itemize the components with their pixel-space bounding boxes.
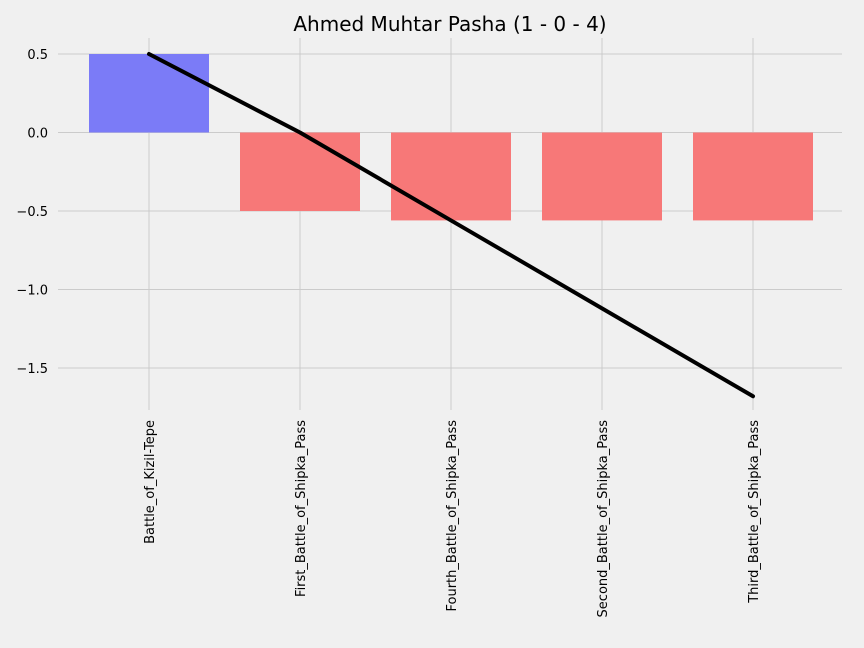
x-tick-label: First_Battle_of_Shipka_Pass (294, 420, 309, 597)
bar (693, 132, 813, 221)
x-tick-label: Battle_of_Kizil-Tepe (143, 420, 158, 544)
x-tick-label: Third_Battle_of_Shipka_Pass (747, 420, 762, 604)
bar-layer (89, 54, 813, 221)
bar (542, 132, 662, 221)
cumulative-line (147, 52, 755, 399)
y-tick-label: 0.5 (27, 48, 48, 63)
chart-title: Ahmed Muhtar Pasha (1 - 0 - 4) (293, 12, 606, 36)
y-tick-label: −1.0 (16, 284, 48, 299)
y-tick-label: 0.0 (27, 127, 48, 142)
bar (240, 132, 360, 211)
x-axis-ticks: Battle_of_Kizil-Tepe First_Battle_of_Ship… (143, 420, 762, 618)
bar (89, 54, 209, 133)
x-tick-label: Second_Battle_of_Shipka_Pass (596, 420, 611, 618)
y-axis-ticks: 0.5 0.0 −0.5 −1.0 −1.5 (16, 48, 48, 377)
line-layer (147, 52, 755, 399)
y-tick-label: −1.5 (16, 362, 48, 377)
x-tick-label: Fourth_Battle_of_Shipka_Pass (445, 420, 460, 612)
y-tick-label: −0.5 (16, 205, 48, 220)
bar (391, 132, 511, 221)
